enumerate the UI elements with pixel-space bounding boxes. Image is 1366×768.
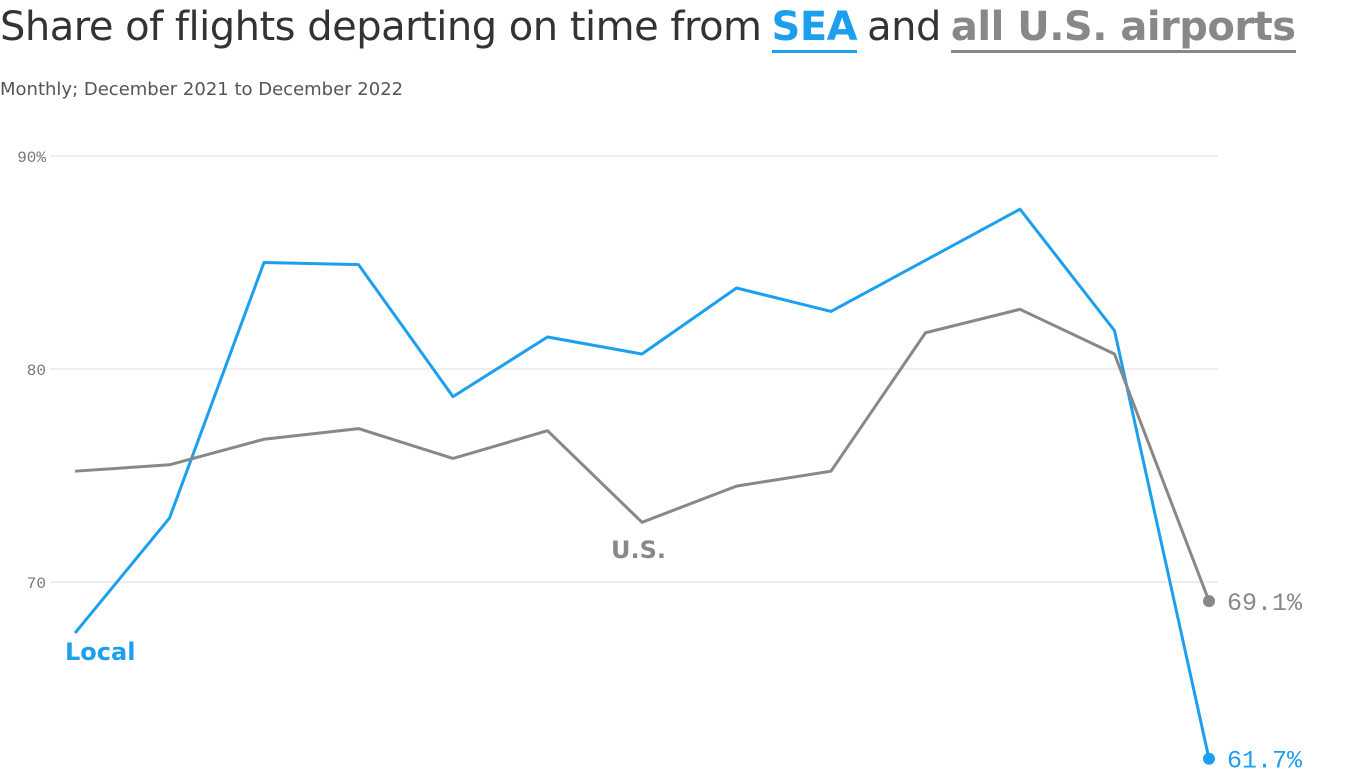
y-tick-label: 80 — [27, 362, 46, 380]
series-line — [74, 307, 1211, 602]
chart-title: Share of flights departing on time from S… — [0, 4, 1306, 53]
end-dot — [1203, 595, 1215, 608]
title-joiner: and — [867, 4, 941, 50]
series-line — [73, 207, 1211, 760]
y-tick-label: 90% — [17, 149, 46, 167]
legend-us: all U.S. airports — [950, 4, 1296, 53]
series-label: Local — [65, 638, 135, 666]
value-label: 69.1% — [1227, 589, 1303, 618]
title-text: Share of flights departing on time from — [0, 4, 762, 50]
value-label: 61.7% — [1227, 747, 1303, 768]
y-tick-label: 70 — [27, 575, 46, 593]
subtitle: Monthly; December 2021 to December 2022 — [0, 79, 404, 100]
legend-sea: SEA — [771, 4, 858, 53]
series-label: U.S. — [611, 536, 666, 564]
end-dot — [1203, 752, 1215, 765]
